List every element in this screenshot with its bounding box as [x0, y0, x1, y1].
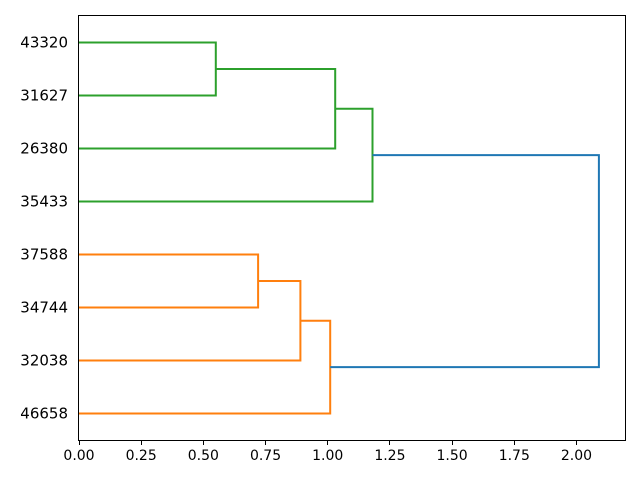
dendrogram-link [79, 280, 302, 362]
dendrogram-link [79, 41, 217, 97]
leaf-label-35433: 35433 [20, 192, 68, 210]
x-tick-label: 2.00 [560, 448, 593, 464]
x-tick-label: 1.50 [436, 448, 468, 464]
dendrogram-links [79, 41, 600, 415]
leaf-label-37588: 37588 [20, 245, 68, 263]
x-tick-label: 1.25 [374, 448, 406, 464]
x-tick-label: 0.25 [125, 448, 157, 464]
dendrogram-link [79, 319, 332, 415]
x-tick-mark [265, 441, 267, 445]
plot-area [78, 15, 626, 441]
x-tick-mark [327, 441, 329, 445]
x-tick-mark [575, 441, 577, 445]
dendrogram-link [330, 154, 600, 369]
leaf-label-32038: 32038 [20, 351, 68, 369]
x-tick-label: 0.50 [187, 448, 219, 464]
leaf-label-43320: 43320 [20, 33, 68, 51]
x-tick-mark [140, 441, 142, 445]
x-tick-label: 0.75 [249, 448, 282, 464]
x-tick-mark [389, 441, 391, 445]
dendrogram-link [79, 68, 337, 150]
x-tick-label: 0.00 [63, 448, 95, 464]
x-tick-mark [78, 441, 80, 445]
leaf-label-31627: 31627 [20, 86, 68, 104]
leaf-label-46658: 46658 [20, 404, 68, 422]
dendrogram-link [79, 253, 260, 309]
x-tick-mark [451, 441, 453, 445]
x-tick-mark [202, 441, 204, 445]
dendrogram-link [79, 107, 374, 203]
x-tick-label: 1.00 [312, 448, 344, 464]
leaf-label-26380: 26380 [20, 139, 68, 157]
x-tick-label: 1.75 [498, 448, 530, 464]
x-tick-mark [513, 441, 515, 445]
leaf-label-34744: 34744 [20, 298, 68, 316]
